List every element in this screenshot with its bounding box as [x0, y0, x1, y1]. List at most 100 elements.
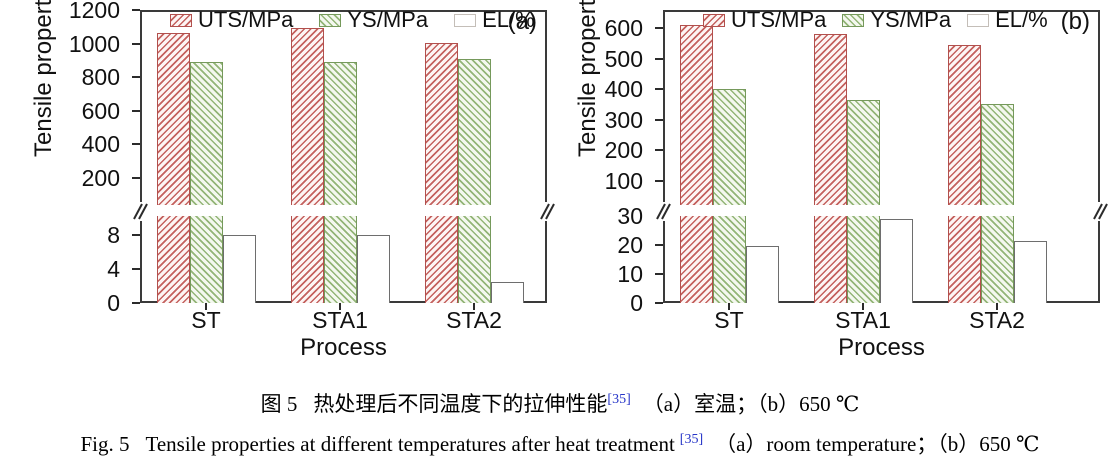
panel-letter: (a)	[507, 8, 537, 35]
citation-ref-en[interactable]: [35]	[679, 432, 704, 447]
caption-en-subfigures: （a）room temperature；（b）650 ℃	[715, 432, 1040, 456]
x-axis-tick	[473, 303, 475, 310]
bar-ys-sta1	[323, 61, 357, 205]
bar-el-sta2	[1013, 240, 1047, 303]
bar-uts-st	[679, 25, 713, 205]
y-axis-tick-label: 100	[604, 167, 643, 194]
y-axis-tick	[132, 9, 140, 11]
y-axis-tick-label: 400	[604, 76, 643, 103]
legend-label-uts: UTS/MPa	[731, 7, 827, 32]
bar-uts-st-lower	[679, 216, 713, 303]
y-axis-tick	[132, 268, 140, 271]
chart-panel-a: 200 400 600 800 1000 1200 0 4 8 ST STA1 STA2 UTS/MPa…	[0, 0, 560, 372]
axis-break-mark	[131, 202, 148, 221]
y-axis-tick	[132, 234, 140, 237]
y-axis-tick-label: 400	[81, 131, 120, 158]
legend-label-uts: UTS/MPa	[198, 7, 294, 32]
legend-label-el: EL/%	[482, 7, 535, 32]
uts-swatch-icon	[703, 13, 725, 27]
x-axis-title: Process	[300, 334, 387, 361]
legend: UTS/MPa YS/MPa EL/%	[170, 7, 561, 33]
el-swatch-icon	[967, 13, 990, 27]
y-axis-tick	[132, 302, 140, 304]
x-axis-tick	[205, 303, 207, 310]
y-axis-tick	[655, 244, 663, 246]
legend-item-ys: YS/MPa	[319, 7, 428, 33]
bar-ys-sta1-lower	[846, 216, 880, 303]
caption-en: Fig. 5 Tensile properties at different te…	[0, 428, 1120, 458]
bar-uts-sta1	[290, 28, 324, 205]
caption-en-number: Fig. 5	[80, 432, 130, 456]
bar-ys-sta1	[846, 99, 880, 205]
y-axis-tick	[655, 149, 663, 152]
bar-uts-sta1-lower	[290, 216, 324, 303]
legend-item-uts: UTS/MPa	[170, 7, 293, 33]
bar-el-sta1	[879, 218, 913, 303]
legend-item-ys: YS/MPa	[842, 7, 951, 33]
bar-uts-sta1-lower	[813, 216, 847, 303]
bar-ys-sta2-lower	[980, 216, 1014, 303]
bar-el-st	[222, 235, 256, 303]
caption-zh-number: 图 5	[260, 392, 298, 416]
y-axis-tick	[132, 76, 140, 78]
axis-break-mark	[538, 202, 555, 221]
legend-label-ys: YS/MPa	[347, 7, 429, 32]
legend-item-uts: UTS/MPa	[703, 7, 826, 33]
bar-ys-st-lower	[712, 216, 746, 303]
bar-uts-sta2	[947, 45, 981, 205]
caption-zh-text: 热处理后不同温度下的拉伸性能	[313, 392, 608, 416]
bar-ys-sta2-lower	[457, 216, 491, 303]
bar-ys-st-lower	[189, 216, 223, 303]
axis-break-band	[138, 205, 549, 216]
x-axis-category-label: STA1	[312, 307, 368, 333]
y-axis-tick-label: 0	[107, 290, 120, 316]
x-axis-category-label: ST	[714, 307, 744, 333]
uts-swatch-icon	[170, 13, 192, 27]
bar-ys-st	[712, 89, 746, 205]
y-axis-tick	[655, 273, 663, 275]
y-axis-tick	[132, 176, 140, 179]
bar-ys-st	[189, 61, 223, 205]
bar-ys-sta2	[457, 59, 491, 205]
x-axis-category-label: STA2	[446, 307, 502, 333]
y-axis-tick	[655, 27, 663, 30]
y-axis-tick-label: 4	[107, 256, 120, 283]
axis-break-band	[661, 205, 1102, 216]
bar-el-sta2	[490, 281, 524, 303]
y-axis-tick	[655, 302, 663, 304]
bar-uts-st	[156, 33, 190, 205]
chart-panel-b: 100 200 300 400 500 600 0 10 20 30 ST STA1 STA2 UTS/M…	[560, 0, 1120, 372]
x-axis-category-label: STA1	[835, 307, 891, 333]
panel-letter: (b)	[1060, 8, 1090, 35]
bar-uts-st-lower	[156, 216, 190, 303]
y-axis-tick-label: 1000	[68, 30, 120, 57]
y-axis-tick	[655, 57, 663, 60]
y-axis-tick-label: 600	[81, 97, 120, 124]
caption-zh-subfigures: （a）室温；（b）650 ℃	[642, 392, 860, 416]
bar-el-sta1	[356, 235, 390, 303]
citation-ref-zh[interactable]: [35]	[607, 392, 631, 407]
y-axis-tick-label: 600	[604, 15, 643, 42]
y-axis-tick-label: 500	[604, 45, 643, 72]
legend-label-el: EL/%	[995, 7, 1048, 32]
y-axis-tick	[132, 109, 140, 112]
axis-break-mark	[654, 202, 671, 221]
y-axis-tick-label: 20	[617, 232, 643, 258]
y-axis-tick-label: 8	[107, 222, 120, 249]
bar-uts-sta1	[813, 34, 847, 205]
y-axis-tick-label: 300	[604, 106, 643, 133]
y-axis-tick	[655, 179, 663, 182]
y-axis-tick	[132, 143, 140, 146]
legend-item-el: EL/%	[967, 7, 1048, 33]
y-axis-tick	[132, 42, 140, 45]
legend-item-el: EL/%	[454, 7, 535, 33]
x-axis-tick	[728, 303, 730, 310]
bar-uts-sta2	[424, 42, 458, 205]
y-axis-tick-label: 10	[617, 261, 643, 287]
y-axis-tick-label: 0	[630, 290, 643, 316]
x-axis-category-label: STA2	[969, 307, 1025, 333]
y-axis-tick-label: 1200	[68, 0, 120, 23]
bar-ys-sta1-lower	[323, 216, 357, 303]
y-axis-tick-label: 800	[81, 64, 120, 90]
bar-uts-sta2-lower	[424, 216, 458, 303]
